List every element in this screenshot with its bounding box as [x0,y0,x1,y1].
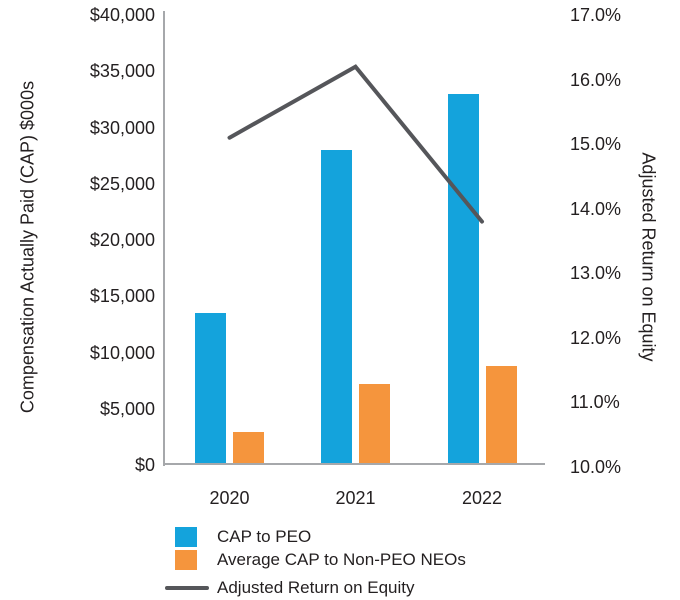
legend-swatch-blue-square [175,527,197,547]
right-tick-13-0: 13.0% [570,263,622,284]
bar-cap-to-peo-2022 [447,93,479,464]
bar-average-cap-to-non-peo-neos-2020 [233,432,264,464]
legend-label: CAP to PEO [217,527,312,546]
left-tick-35-000: $35,000 [89,61,155,82]
left-tick-0: $0 [134,455,155,475]
line-adjusted-return-on-equity [227,64,484,224]
y-axis-line [163,11,165,466]
left-tick-10-000: $10,000 [89,342,155,363]
bar-cap-to-peo-2020 [195,313,226,464]
right-tick-17-0: 17.0% [570,5,622,25]
left-tick-30-000: $30,000 [89,117,155,138]
bar-average-cap-to-non-peo-neos-2022 [485,366,517,464]
legend-item-adjusted-roe: Adjusted Return on Equity [165,578,585,598]
right-tick-11-0: 11.0% [570,392,620,413]
left-tick-40-000: $40,000 [89,5,155,25]
right-tick-12-0: 12.0% [570,327,622,348]
right-tick-16-0: 16.0% [570,69,622,90]
legend-item-cap-to-peo: CAP to PEO [165,527,585,547]
bar-average-cap-to-non-peo-neos-2021 [359,384,390,464]
x-label-2022: 2022 [461,488,503,508]
left-tick-5-000: $5,000 [99,398,155,419]
legend-swatch-line [165,586,209,590]
x-label-2021: 2021 [335,488,376,508]
right-tick-15-0: 15.0% [570,134,622,155]
left-tick-25-000: $25,000 [89,173,155,194]
right-tick-10-0: 10.0% [570,457,622,477]
legend-item-avg-cap-non-peo-neos: Average CAP to Non-PEO NEOs [165,550,585,570]
legend-label: Adjusted Return on Equity [217,578,415,597]
legend-label: Average CAP to Non-PEO NEOs [217,550,466,569]
left-tick-20-000: $20,000 [89,230,155,250]
right-tick-14-0: 14.0% [570,198,622,219]
x-label-2020: 2020 [209,488,250,508]
legend-swatch-orange-square [175,550,197,570]
bar-cap-to-peo-2021 [321,150,352,464]
left-tick-15-000: $15,000 [89,286,155,307]
x-axis-baseline [163,463,545,465]
